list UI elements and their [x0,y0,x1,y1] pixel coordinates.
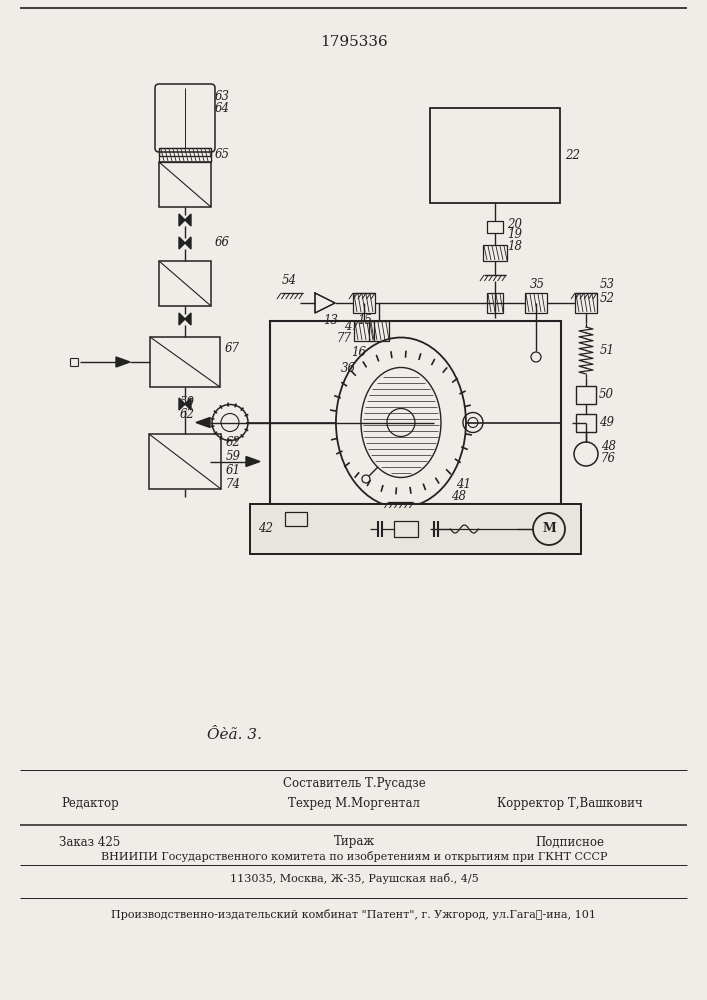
Text: 59: 59 [226,450,241,462]
Text: 18: 18 [507,240,522,253]
Polygon shape [185,313,191,325]
Text: 42: 42 [258,522,273,536]
Text: 48: 48 [601,440,616,452]
Text: 77: 77 [337,332,352,346]
Bar [483,245,507,261]
Polygon shape [179,237,185,249]
Bar [285,512,307,526]
Text: 20: 20 [507,218,522,231]
Text: 53: 53 [600,278,615,292]
Bar [250,504,581,554]
Text: Тираж: Тираж [334,836,375,848]
Text: 50: 50 [599,388,614,401]
Bar [270,321,561,504]
Bar [150,337,220,387]
Text: Ôèã. 3.: Ôèã. 3. [207,728,262,742]
Text: 67: 67 [225,342,240,356]
Polygon shape [246,456,260,466]
Text: 36: 36 [341,362,356,375]
Bar [353,293,375,313]
Text: 64: 64 [215,102,230,114]
Bar [576,414,596,432]
Bar [354,321,374,341]
Polygon shape [196,418,210,428]
Text: 66: 66 [215,236,230,249]
Bar [159,148,211,156]
Bar [250,504,581,554]
Polygon shape [179,313,185,325]
Text: 47: 47 [344,320,359,332]
Bar [159,148,211,162]
Bar [576,386,596,404]
Text: Заказ 425: Заказ 425 [59,836,121,848]
Bar [430,108,560,203]
Text: 63: 63 [215,90,230,103]
Polygon shape [185,214,191,226]
Bar [159,162,211,207]
Text: 61: 61 [226,464,241,477]
Bar [525,293,547,313]
Text: 74: 74 [226,478,241,490]
Text: 19: 19 [507,229,522,241]
Bar [395,521,419,537]
Bar [369,321,389,341]
Text: 13: 13 [323,314,338,328]
Bar [487,221,503,233]
Text: 49: 49 [599,416,614,430]
Text: Редактор: Редактор [61,798,119,810]
Text: 62: 62 [180,408,195,421]
Text: Производственно-издательский комбинат "Патент", г. Ужгород, ул.Гагаက-ина, 101: Производственно-издательский комбинат "П… [112,910,597,920]
Text: 41: 41 [456,478,471,490]
Text: 113035, Москва, Ж-35, Раушская наб., 4/5: 113035, Москва, Ж-35, Раушская наб., 4/5 [230,872,479,884]
Text: 59: 59 [180,396,195,409]
Bar [149,434,221,489]
Text: 22: 22 [565,149,580,162]
Text: M: M [542,522,556,536]
Text: 65: 65 [215,148,230,161]
Text: 52: 52 [600,292,615,304]
Text: 15: 15 [357,314,372,328]
Text: Корректор Т,Вашкович: Корректор Т,Вашкович [497,798,643,810]
Bar [159,261,211,306]
Text: 48: 48 [451,489,466,502]
Text: 1795336: 1795336 [320,35,388,49]
Polygon shape [179,214,185,226]
Polygon shape [179,398,185,410]
Text: 62: 62 [226,436,241,448]
Polygon shape [185,237,191,249]
Text: Составитель Т.Русадзе: Составитель Т.Русадзе [283,778,426,790]
Polygon shape [116,357,130,367]
Text: ВНИИПИ Государственного комитета по изобретениям и открытиям при ГКНТ СССР: ВНИИПИ Государственного комитета по изоб… [101,850,607,861]
Text: 76: 76 [601,452,616,466]
Text: Подписное: Подписное [535,836,604,848]
Bar [575,293,597,313]
Text: 16: 16 [351,347,366,360]
Bar [487,293,503,313]
Polygon shape [185,398,191,410]
Text: 54: 54 [282,274,297,288]
Text: Техред М.Моргентал: Техред М.Моргентал [288,798,420,810]
Text: 35: 35 [530,278,545,292]
Text: 51: 51 [600,344,615,357]
